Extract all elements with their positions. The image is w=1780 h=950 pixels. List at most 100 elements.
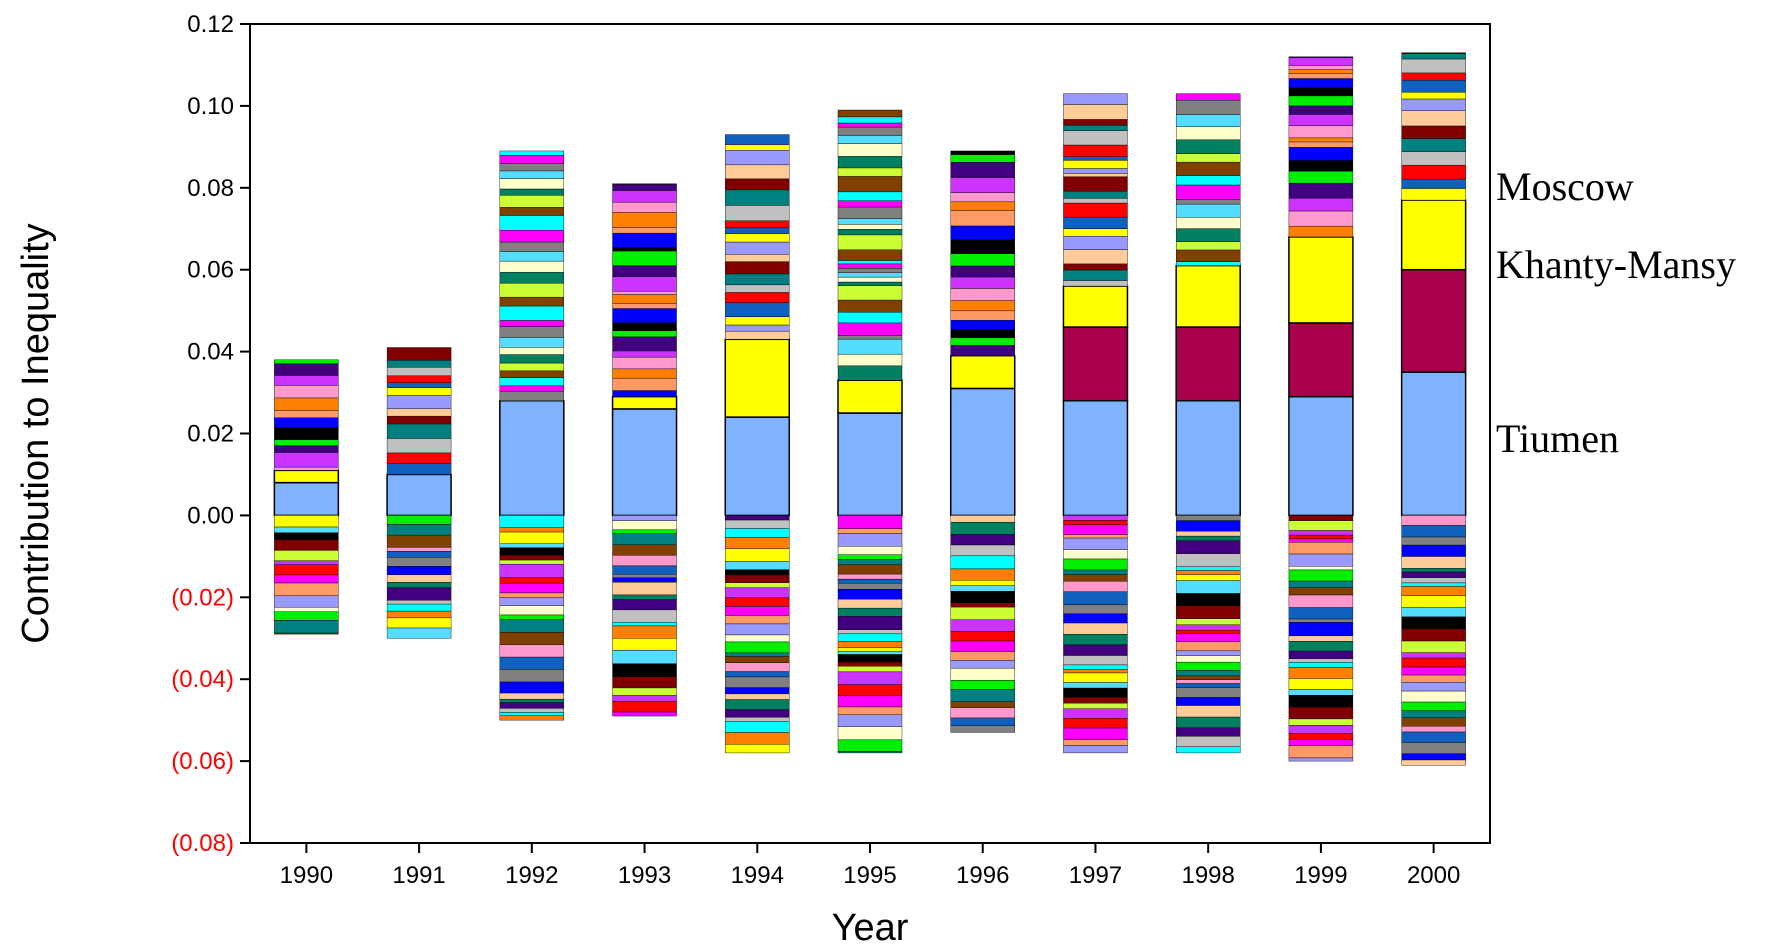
bar-segment <box>274 607 339 613</box>
bar-segment <box>274 550 339 562</box>
bar-segment <box>1288 757 1354 762</box>
bar-segment <box>1288 114 1354 126</box>
bar-segment <box>950 154 1015 163</box>
bar-segment <box>1288 739 1354 746</box>
bar-segment <box>1063 173 1128 177</box>
bar-stack <box>1400 52 1467 766</box>
bar-segment <box>1175 580 1241 594</box>
bar-segment <box>950 602 1015 608</box>
bar-segment <box>1401 595 1466 608</box>
bar-segment <box>499 326 565 338</box>
bar-segment <box>386 600 452 605</box>
bar-segment <box>950 568 1015 581</box>
bar-segment <box>1288 662 1354 668</box>
bar-segment <box>1401 582 1466 587</box>
bar-segment <box>499 559 565 565</box>
bar-segment <box>1401 79 1466 93</box>
bar-segment <box>725 662 790 672</box>
bar-segment <box>1288 566 1354 571</box>
bar-segment <box>1288 56 1354 58</box>
bar-segment <box>837 191 903 201</box>
bar-segment <box>837 589 903 600</box>
bar-segment <box>837 218 903 225</box>
bar-segment <box>950 555 1015 570</box>
bar-segment <box>725 641 790 654</box>
bar-segment <box>1401 515 1466 526</box>
bar-segment <box>499 155 565 164</box>
bar-segment <box>725 699 790 710</box>
bar-segment <box>1063 697 1128 704</box>
bar-segment <box>386 574 452 583</box>
bar-segment <box>1401 525 1466 538</box>
bar-segment <box>1175 683 1241 688</box>
bar-segment <box>1401 652 1466 659</box>
bar-segment <box>725 623 790 636</box>
bar-segment <box>1288 160 1354 172</box>
bar-segment <box>1063 745 1128 754</box>
bar-segment <box>950 707 1015 719</box>
bar-segment <box>950 631 1015 642</box>
bar-segment <box>612 183 677 191</box>
bar-segment <box>1063 622 1128 635</box>
bar-segment <box>1288 635 1354 642</box>
region-label-tiumen: Tiumen <box>1496 416 1619 461</box>
bar-segment <box>1400 371 1467 517</box>
bar-segment <box>499 390 565 401</box>
bar-segment <box>1063 93 1128 105</box>
bar-segment <box>837 695 903 708</box>
bar-segment <box>1288 718 1354 726</box>
bar-segment <box>612 250 677 266</box>
bar-segment <box>1063 534 1128 539</box>
bar-segment <box>1288 618 1354 623</box>
bar-segment <box>1063 130 1128 146</box>
bar-segment <box>837 126 903 136</box>
bar-segment <box>1288 733 1354 740</box>
bar-segment <box>1288 587 1354 596</box>
bar-segment <box>1175 633 1241 643</box>
bar-segment <box>612 565 677 575</box>
bar-segment <box>1401 674 1466 683</box>
bar-segment <box>386 547 452 552</box>
bar-segment <box>725 150 790 166</box>
bar-segment <box>950 162 1015 178</box>
bar-segment <box>612 201 677 213</box>
bar-segment <box>274 427 339 440</box>
bar-segment <box>837 684 903 697</box>
bar-segment <box>725 671 790 678</box>
bar-segment <box>1175 670 1241 677</box>
bar-stack <box>1175 93 1241 754</box>
bar-segment <box>1288 594 1354 608</box>
bar-segment <box>1175 535 1241 541</box>
bar-segment <box>1288 105 1354 115</box>
bar-segment <box>725 587 790 599</box>
bar-segment <box>1288 95 1354 107</box>
bar-segment <box>274 574 339 584</box>
bar-segment <box>611 408 678 517</box>
bar-segment <box>950 689 1015 702</box>
bar-segment <box>274 532 339 541</box>
bar-segment <box>725 744 790 754</box>
bar-segment <box>950 265 1015 278</box>
bar-segment <box>950 288 1015 301</box>
bar-segment <box>499 597 565 606</box>
bar-segment <box>837 726 903 741</box>
bar-segment <box>1401 742 1466 754</box>
bar-segment <box>950 329 1015 339</box>
y-axis: 0.12 0.10 0.08 0.06 0.04 0.02 0.00 (0.02) (0.04)… <box>171 11 250 857</box>
bar-segment <box>837 564 903 575</box>
bar-segment <box>837 633 903 642</box>
bar-segment <box>499 241 565 252</box>
bar-segment <box>274 560 339 565</box>
bar-segment <box>273 469 340 484</box>
bar-segment <box>499 178 565 190</box>
bar-segment <box>1175 175 1241 186</box>
bar-segment <box>612 594 677 600</box>
bar-segment <box>1401 657 1466 668</box>
bar-segment <box>386 408 452 417</box>
bar-segment <box>499 577 565 584</box>
bar-segment <box>950 177 1015 193</box>
bar-segment <box>725 178 790 191</box>
bar-segment <box>386 375 452 383</box>
bar-segment <box>950 300 1015 312</box>
x-tick-label: 1998 <box>1181 862 1234 889</box>
